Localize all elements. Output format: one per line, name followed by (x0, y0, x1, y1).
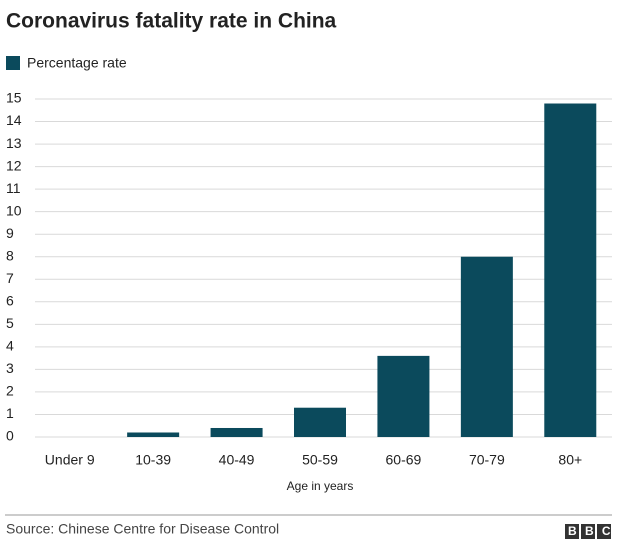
y-tick-label: 0 (6, 428, 14, 444)
x-tick-label: 60-69 (386, 452, 422, 468)
bar (127, 432, 180, 437)
y-tick-label: 15 (6, 90, 22, 106)
bar (460, 256, 513, 437)
chart-title: Coronavirus fatality rate in China (6, 10, 337, 33)
y-tick-label: 10 (6, 202, 22, 218)
x-tick-label: 80+ (558, 452, 582, 468)
y-tick-label: 12 (6, 157, 22, 173)
source: Source: Chinese Centre for Disease Contr… (6, 521, 279, 537)
bar (294, 407, 346, 437)
y-tick-label: 9 (6, 225, 14, 241)
y-tick-label: 7 (6, 270, 14, 286)
x-axis-label: Age in years (287, 479, 354, 493)
logo-text: BBC (568, 524, 619, 538)
y-tick-label: 4 (6, 338, 14, 354)
x-tick-label: 10-39 (135, 452, 171, 468)
y-tick-label: 5 (6, 315, 14, 331)
logo: BBC (565, 524, 619, 539)
y-tick-label: 11 (6, 180, 21, 196)
logo-box (581, 524, 595, 539)
x-tick-label: 40-49 (219, 452, 255, 468)
bar (377, 355, 430, 437)
bar (544, 103, 597, 438)
legend-label: Percentage rate (27, 55, 127, 71)
y-tick-label: 3 (6, 360, 14, 376)
y-tick-label: 13 (6, 135, 22, 151)
legend-swatch (6, 56, 20, 70)
y-tick-label: 8 (6, 247, 14, 263)
y-tick-label: 1 (6, 405, 14, 421)
x-tick-label: Under 9 (45, 452, 95, 468)
x-tick-label: 70-79 (469, 452, 505, 468)
y-tick-label: 2 (6, 383, 14, 399)
x-tick-label: 50-59 (302, 452, 338, 468)
bar (210, 427, 263, 437)
y-tick-label: 14 (6, 112, 22, 128)
logo-box (597, 524, 611, 539)
logo-box (565, 524, 579, 539)
y-tick-label: 6 (6, 293, 14, 309)
